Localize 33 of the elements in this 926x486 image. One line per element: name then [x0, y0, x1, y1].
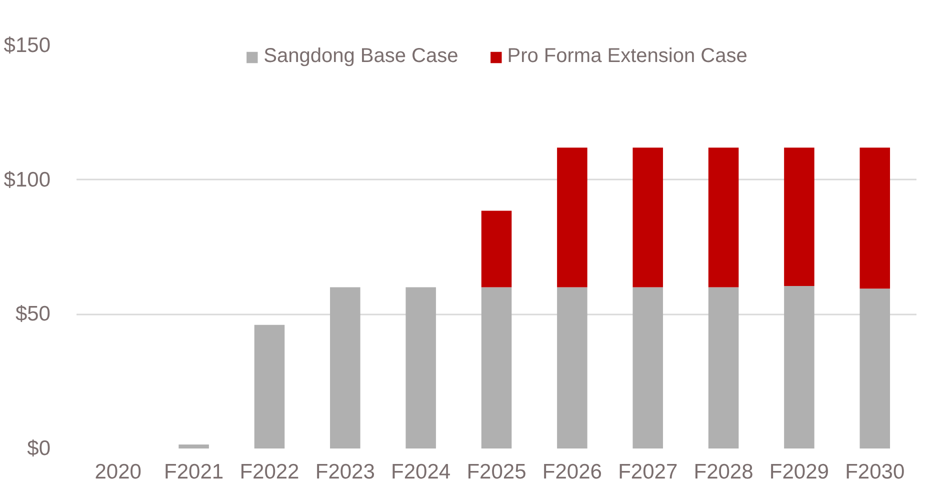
bar	[708, 287, 739, 448]
y-tick-label: $0	[27, 437, 50, 460]
legend-label: Sangdong Base Case	[264, 45, 458, 68]
bar	[784, 148, 814, 286]
bar	[481, 210, 512, 288]
bar	[708, 148, 739, 288]
bar	[860, 288, 890, 448]
x-tick-label: F2026	[542, 460, 602, 484]
bar	[178, 444, 209, 448]
bar	[632, 287, 663, 448]
x-tick-label: F2029	[769, 460, 829, 484]
bar	[481, 287, 512, 448]
y-tick-label: $50	[15, 302, 51, 326]
x-tick-label: F2025	[466, 460, 526, 484]
bar	[254, 324, 285, 448]
x-tick-label: F2028	[694, 460, 754, 484]
bar	[784, 286, 814, 448]
y-tick-label: $100	[4, 168, 50, 192]
x-tick-label: F2023	[315, 460, 375, 484]
legend-label: Pro Forma Extension Case	[507, 45, 748, 68]
bar	[557, 148, 588, 288]
y-tick-label: $150	[4, 34, 50, 57]
x-tick-label: 2020	[94, 460, 142, 484]
x-tick-label: F2024	[391, 460, 451, 484]
bar	[860, 148, 890, 289]
bar	[557, 287, 588, 448]
x-tick-label: F2022	[240, 460, 300, 484]
x-tick-label: F2030	[845, 460, 905, 484]
bar	[406, 287, 436, 448]
x-tick-label: F2027	[618, 460, 678, 484]
bar	[330, 287, 360, 448]
x-tick-label: F2021	[164, 460, 224, 484]
bar	[632, 148, 663, 288]
